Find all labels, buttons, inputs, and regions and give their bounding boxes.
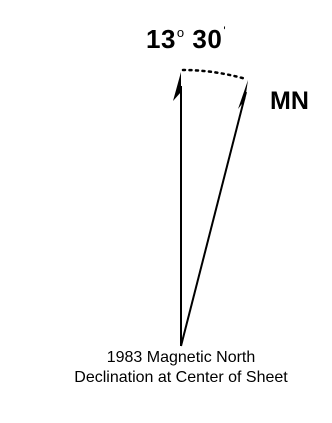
magnetic-north-arrowhead xyxy=(238,80,248,109)
magnetic-north-line xyxy=(180,91,247,347)
caption-line-1: 1983 Magnetic North xyxy=(106,349,256,366)
minute-symbol: ' xyxy=(223,24,227,38)
declination-arc xyxy=(181,68,248,81)
caption-line-2: Declination at Center of Sheet xyxy=(74,369,288,386)
declination-degrees: 13 xyxy=(146,24,176,54)
declination-minutes: 30 xyxy=(192,24,223,54)
true-north-arrowhead xyxy=(173,72,181,101)
degree-symbol: o xyxy=(176,25,185,40)
magnetic-north-label: MN xyxy=(270,87,309,115)
declination-angle-label: 13o 30' xyxy=(146,24,226,55)
